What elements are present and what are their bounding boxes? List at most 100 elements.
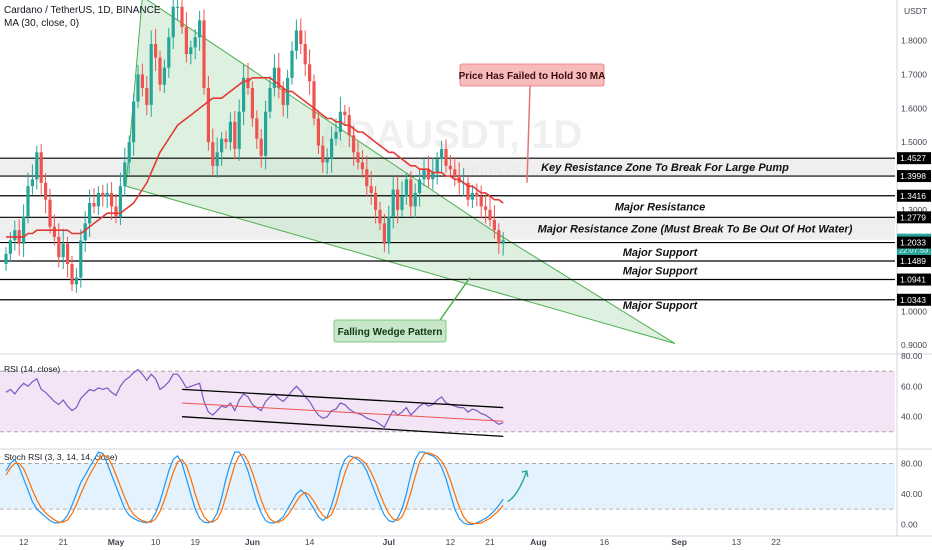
level-price-tag	[897, 189, 931, 202]
candle-up	[30, 179, 34, 187]
candle-up	[242, 77, 246, 112]
price-axis-label: 1.0000	[901, 306, 927, 316]
candle-down	[299, 30, 303, 44]
chart-title: Cardano / TetherUS, 1D, BINANCE	[4, 5, 161, 16]
candle-up	[74, 277, 78, 285]
time-axis-label: 12	[19, 537, 29, 547]
time-axis-label: 16	[600, 537, 610, 547]
level-price-label: 1.3416	[900, 191, 926, 201]
candle-down	[453, 169, 457, 176]
price-axis-label: 0.9000	[901, 340, 927, 350]
candle-down	[206, 88, 210, 143]
candle-down	[484, 206, 488, 210]
stoch-axis-label: 40.00	[901, 489, 923, 499]
candle-down	[44, 182, 48, 200]
candle-up	[422, 169, 426, 180]
price-axis-label: 1.6000	[901, 103, 927, 113]
candle-up	[123, 162, 127, 187]
candle-down	[48, 199, 52, 227]
candle-down	[154, 44, 158, 58]
candle-down	[475, 192, 479, 197]
candle-down	[312, 81, 316, 119]
candle-down	[321, 145, 325, 163]
candle-up	[330, 138, 334, 160]
price-axis-label: 1.5000	[901, 137, 927, 147]
candle-up	[96, 192, 100, 207]
candle-up	[391, 189, 395, 217]
candle-up	[88, 203, 92, 224]
candle-up	[167, 37, 171, 68]
rsi-band	[0, 371, 895, 432]
stoch-axis-label: 80.00	[901, 458, 923, 468]
stoch-d-line	[5, 452, 504, 525]
candle-up	[325, 159, 329, 163]
candle-down	[52, 226, 56, 237]
callout-wedge-pointer	[439, 277, 471, 321]
candle-down	[255, 118, 259, 139]
candle-up	[189, 47, 193, 55]
candle-down	[360, 162, 364, 170]
candle-up	[237, 111, 241, 149]
candle-down	[184, 27, 188, 55]
rsi-channel-upper	[181, 388, 504, 409]
price-axis-unit: USDT	[904, 6, 927, 16]
candle-down	[233, 121, 237, 149]
candle-up	[118, 186, 122, 217]
candle-down	[466, 182, 470, 200]
candle-down	[110, 192, 114, 207]
candle-down	[426, 169, 430, 180]
candle-down	[158, 57, 162, 85]
ma-legend: MA (30, close, 0)	[4, 18, 80, 29]
zone-label: Major Support	[623, 300, 699, 312]
rsi-legend: RSI (14, close)	[4, 364, 60, 374]
ma30-line	[6, 77, 504, 238]
candle-up	[8, 240, 12, 254]
candle-up	[334, 132, 338, 139]
stoch-band	[0, 463, 895, 510]
candle-up	[83, 223, 87, 241]
candle-down	[224, 138, 228, 143]
candle-up	[79, 240, 83, 278]
candle-up	[387, 216, 391, 244]
candle-down	[70, 264, 74, 285]
candle-down	[180, 6, 184, 28]
candle-down	[140, 74, 144, 88]
candle-down	[497, 230, 501, 244]
level-price-tag	[897, 293, 931, 306]
rsi-axis-label: 60.00	[901, 381, 923, 391]
countdown-timer: 22:07:53	[899, 246, 928, 255]
time-axis-label: 12	[446, 537, 456, 547]
candle-down	[369, 186, 373, 193]
candle-up	[501, 240, 505, 244]
callout-ma	[459, 63, 605, 87]
candle-up	[435, 159, 439, 173]
candle-up	[268, 88, 272, 112]
candle-up	[198, 20, 202, 38]
candle-down	[39, 152, 43, 183]
candle-down	[492, 220, 496, 231]
rsi-axis-label: 80.00	[901, 351, 923, 361]
candle-down	[202, 20, 206, 88]
callout-ma-pointer	[526, 85, 531, 183]
candle-down	[259, 138, 263, 156]
candle-up	[418, 179, 422, 193]
callout-wedge	[333, 319, 447, 343]
candle-up	[400, 196, 404, 210]
axis-unit-bg	[898, 4, 930, 18]
time-axis-label: Jun	[245, 537, 260, 547]
time-axis-label: May	[108, 537, 125, 547]
candle-down	[303, 44, 307, 65]
candle-up	[228, 121, 232, 143]
candle-up	[136, 74, 140, 102]
candle-up	[440, 148, 444, 160]
stoch-k-line	[5, 451, 504, 525]
candle-down	[396, 189, 400, 210]
candle-down	[277, 67, 281, 88]
candle-down	[246, 77, 250, 88]
candle-up	[220, 138, 224, 153]
candle-up	[215, 152, 219, 166]
time-axis-label: 22	[771, 537, 781, 547]
time-axis-label: 19	[190, 537, 200, 547]
price-axis-label: 1.3000	[901, 205, 927, 215]
